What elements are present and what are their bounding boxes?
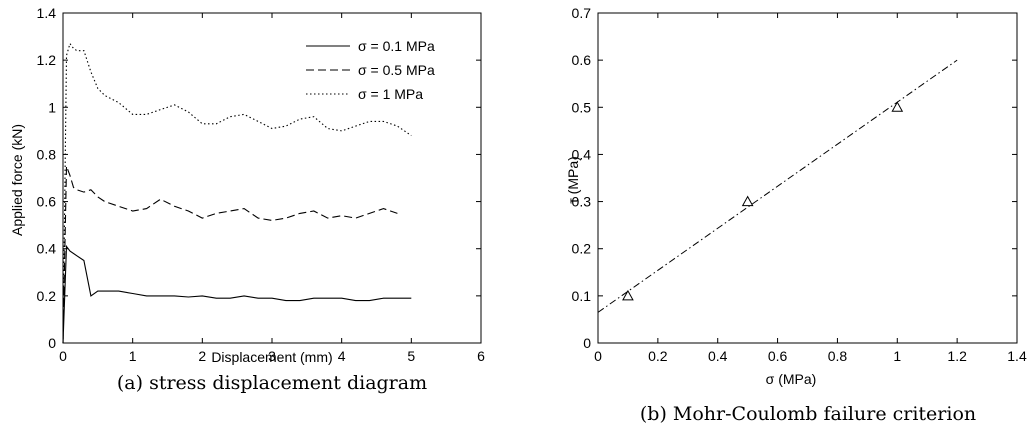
b-y-tick-label: 0: [583, 335, 591, 351]
a-y-tick-label: 1.2: [37, 52, 57, 68]
stress-displacement-chart: 0 1 2 3 4 5 600.20.40.60.811.21.4 σ = 0.1 MPaσ…: [9, 5, 485, 394]
mohr-coulomb-chart: 0 0.2 0.4 0.6 0.8 1 1.2 1.4 0 0.1 0.2 0.3 0.4 0.5 0.6 0…: [565, 5, 1027, 425]
a-y-tick-label: 0.4: [37, 241, 57, 257]
a-x-tick-label: 1: [129, 348, 137, 364]
b-x-tick-label: 0.8: [828, 348, 848, 364]
chart-a-legend: σ = 0.1 MPa σ = 0.5 MPa σ = 1 MPa: [306, 38, 435, 102]
mohr-coulomb-fit-line: [597, 59, 958, 313]
a-y-tick-label: 1: [48, 99, 56, 115]
chart-a-series-line-3: [62, 42, 412, 344]
chart-b-caption: (b) Mohr-Coulomb failure criterion: [640, 403, 976, 425]
a-y-tick-label: 0.8: [37, 146, 57, 162]
legend-label-3: σ = 1 MPa: [358, 86, 423, 102]
chart-b-plot-area: [597, 12, 1018, 344]
b-plot-frame: [597, 12, 1018, 344]
b-y-tick-label: 0.6: [572, 52, 592, 68]
chart-b-ticks: 0 0.2 0.4 0.6 0.8 1 1.2 1.4 0 0.1 0.2 0.3 0.4 0.5 0.6 0…: [572, 5, 1027, 364]
a-y-tick-label: 0.6: [37, 194, 57, 210]
chart-b-x-axis-label: σ (MPa): [766, 371, 817, 387]
chart-a-y-axis-label: Applied force (kN): [9, 124, 25, 236]
chart-b-y-axis-label: τ (MPa): [565, 156, 581, 204]
a-x-tick-label: 2: [198, 348, 206, 364]
chart-a-x-axis-label: Displacement (mm): [211, 349, 332, 365]
triangle-data-point: [622, 289, 634, 301]
legend-label-2: σ = 0.5 MPa: [358, 62, 435, 78]
a-y-tick-label: 1.4: [37, 5, 57, 21]
a-y-tick-label: 0: [48, 335, 56, 351]
b-y-tick-label: 0.5: [572, 99, 592, 115]
legend-label-1: σ = 0.1 MPa: [358, 38, 435, 54]
triangle-data-point: [741, 195, 754, 207]
a-y-tick-label: 0.2: [37, 288, 57, 304]
b-x-tick-label: 1.4: [1007, 348, 1027, 364]
b-x-tick-label: 0.6: [768, 348, 788, 364]
a-x-tick-label: 3: [268, 348, 276, 364]
b-y-tick-label: 0.4: [572, 146, 592, 162]
b-y-tick-label: 0.7: [572, 5, 592, 21]
b-x-tick-label: 0: [594, 348, 602, 364]
b-y-tick-label: 0.2: [572, 241, 592, 257]
chart-a-caption: (a) stress displacement diagram: [117, 372, 427, 394]
b-x-tick-label: 1.2: [947, 348, 967, 364]
a-x-tick-label: 0: [59, 348, 67, 364]
chart-a-ticks: 0 1 2 3 4 5 6 0 0.2 0.4 0.6 0.8 1 1.2 1.4: [37, 5, 486, 364]
a-x-tick-label: 6: [477, 348, 485, 364]
b-y-tick-label: 0.3: [572, 194, 592, 210]
b-y-tick-label: 0.1: [572, 288, 592, 304]
a-x-tick-label: 4: [338, 348, 346, 364]
a-x-tick-label: 5: [407, 348, 415, 364]
triangle-data-point: [891, 101, 904, 112]
chart-a-series-line-2: [62, 166, 398, 344]
chart-b-series: [597, 59, 958, 313]
chart-a-series: [62, 42, 412, 344]
b-x-tick-label: 0.2: [648, 348, 668, 364]
chart-a-series-line-1: [62, 244, 412, 344]
b-x-tick-label: 0.4: [708, 348, 728, 364]
b-x-tick-label: 1: [893, 348, 901, 364]
